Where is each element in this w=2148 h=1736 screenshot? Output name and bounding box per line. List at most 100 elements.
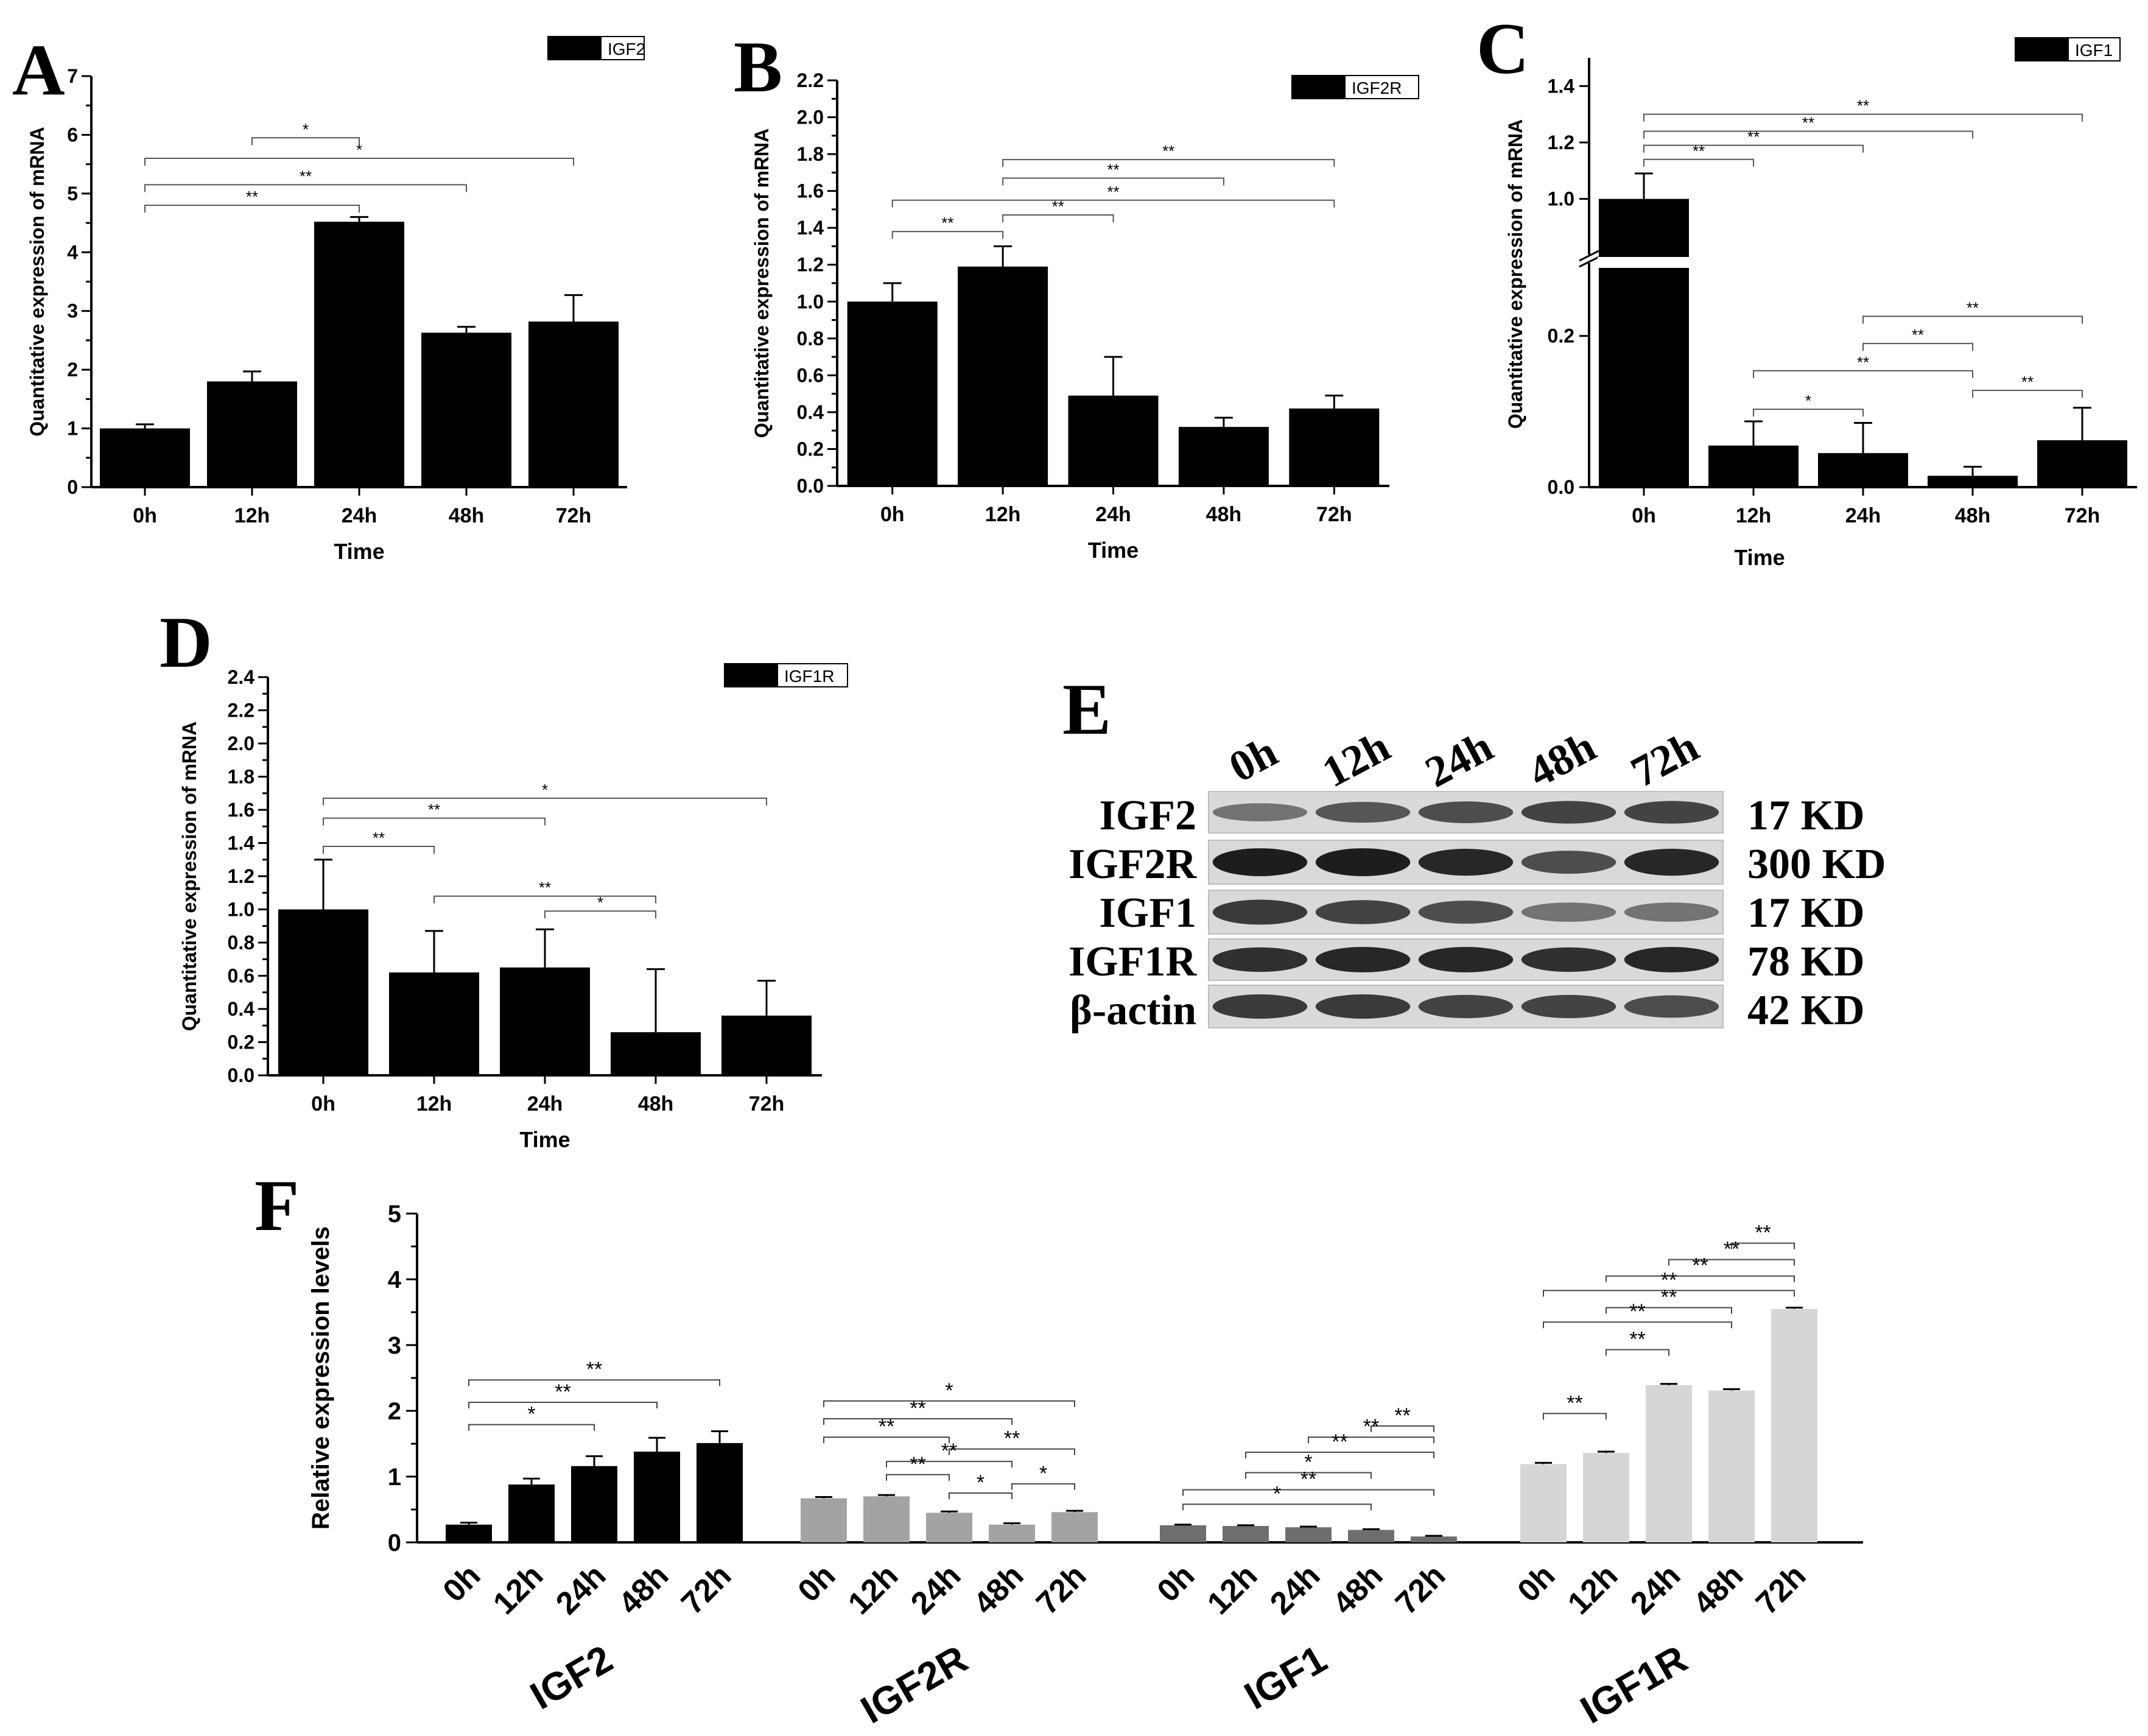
blot-band [1624, 801, 1719, 824]
y-tick-label: 3 [388, 1332, 401, 1359]
bar-72h [528, 322, 619, 487]
bar-48h [421, 332, 511, 487]
blot-band [1521, 947, 1616, 972]
legend-label: IGF1 [2075, 41, 2113, 60]
bar-IGF1R-0h [1520, 1464, 1567, 1542]
significance-label: * [356, 141, 362, 159]
legend-box [2015, 37, 2121, 61]
significance-bracket [1606, 1349, 1669, 1356]
legend-label: IGF1R [784, 667, 834, 686]
significance-bracket [1543, 1321, 1732, 1329]
x-tick-label: 72h [556, 504, 592, 527]
significance-label: ** [1162, 142, 1174, 160]
blot-band [1212, 994, 1308, 1019]
y-tick-label: 7 [67, 65, 78, 87]
blot-size-label: 300 KD [1747, 841, 1886, 888]
significance-label: ** [910, 1397, 925, 1420]
significance-label: * [1805, 392, 1811, 410]
bar-IGF1R-12h [1583, 1453, 1629, 1542]
y-tick-label: 1.8 [797, 143, 824, 165]
significance-bracket [1182, 1503, 1372, 1511]
significance-bracket [1011, 1483, 1075, 1490]
legend-label: IGF2 [608, 40, 645, 58]
significance-bracket [1182, 1489, 1434, 1496]
significance-label: ** [1332, 1430, 1347, 1453]
y-tick-label: 0.2 [228, 1031, 254, 1053]
significance-label: ** [1052, 197, 1064, 216]
blot-band [1418, 901, 1514, 924]
panel-b-chart: 0.0 0.2 0.4 0.6 0.8 1.0 1.2 1.4 1.6 1.8 2.0 2.2 0h 12… [751, 69, 1419, 563]
bar-IGF1-24h [1285, 1527, 1332, 1542]
y-tick-label: 2.2 [797, 69, 824, 91]
significance-label: * [977, 1471, 984, 1494]
significance-bracket [1668, 1259, 1795, 1266]
x-tick-label: 0h [133, 504, 157, 527]
axis-break-mark [1579, 250, 1599, 262]
y-tick-label: 2 [388, 1398, 401, 1425]
significance-label: ** [941, 1439, 957, 1463]
panel-letter-d: D [160, 602, 212, 683]
significance-bracket [144, 205, 360, 213]
significance-label: ** [1802, 113, 1814, 132]
blot-size-label: 17 KD [1747, 890, 1865, 937]
significance-bracket [891, 199, 1335, 208]
blot-protein-label: β-actin [1070, 987, 1196, 1034]
significance-bracket [1606, 1307, 1732, 1314]
significance-label: ** [1107, 183, 1119, 201]
significance-bracket [886, 1474, 950, 1481]
y-tick-label: 6 [67, 124, 78, 146]
bar-12h [1708, 445, 1799, 487]
significance-bracket [949, 1448, 1075, 1455]
significance-label: ** [1912, 326, 1924, 344]
x-tick-label: 72h [749, 1092, 785, 1116]
bar-IGF1-48h [1348, 1530, 1394, 1542]
x-axis-title: Time [1734, 545, 1785, 570]
significance-bracket [323, 817, 546, 826]
y-tick-label: 1 [67, 418, 78, 440]
bar-0h [847, 301, 938, 486]
y-tick-label: 0.0 [797, 475, 824, 497]
y-tick-label: 1.4 [228, 832, 255, 854]
blot-band [1212, 899, 1308, 925]
blot-band [1624, 848, 1719, 876]
blot-protein-label: IGF1R [1069, 938, 1197, 985]
y-axis-title: Quantitative expression of mRNA [26, 127, 48, 437]
y-tick-label: 0.8 [797, 328, 824, 350]
significance-bracket [1731, 1242, 1795, 1249]
legend-swatch [548, 37, 602, 60]
bar-24h [1818, 453, 1908, 487]
bar-0h [1599, 199, 1689, 487]
significance-label: ** [300, 167, 312, 185]
significance-bracket [823, 1436, 950, 1444]
x-tick-label: 48h [638, 1092, 674, 1116]
blot-band [1212, 848, 1308, 876]
y-tick-label: 0.2 [1548, 325, 1574, 347]
bar-IGF2-0h [446, 1524, 492, 1542]
bar-IGF2R-48h [989, 1524, 1035, 1542]
blot-band [1624, 902, 1719, 922]
panel-d-chart: 0.0 0.2 0.4 0.6 0.8 1.0 1.2 1.4 1.6 1.8 2.0 2.2 2.4 0… [178, 663, 848, 1152]
blot-band [1521, 801, 1616, 824]
y-tick-label: 1.8 [228, 766, 254, 788]
y-tick-label: 2.0 [228, 733, 254, 754]
significance-label: ** [1857, 353, 1869, 371]
panel-letter-e: E [1062, 669, 1111, 750]
significance-label: ** [1661, 1268, 1677, 1291]
y-tick-label: 1.0 [797, 290, 824, 312]
panel-letter-a: A [12, 29, 65, 110]
blot-band [1521, 994, 1616, 1019]
bar-72h [2037, 440, 2127, 487]
panel-c-chart: 1.0 1.2 1.4 0.0 0.2 0h 12h 24h 48h 72h Time Quantit… [1504, 37, 2137, 570]
x-tick-label: 48h [1206, 503, 1242, 526]
significance-label: ** [2021, 373, 2034, 391]
bar-IGF1-12h [1223, 1526, 1269, 1542]
significance-label: ** [1724, 1238, 1739, 1261]
significance-label: ** [1629, 1300, 1645, 1323]
significance-bracket [433, 895, 656, 904]
x-tick-label: 24h [1095, 503, 1131, 526]
y-axis-title: Quantitative expression of mRNA [1504, 119, 1526, 429]
bar-12h [389, 972, 479, 1075]
bar-IGF2-72h [697, 1443, 743, 1542]
bar-72h [1289, 408, 1380, 486]
